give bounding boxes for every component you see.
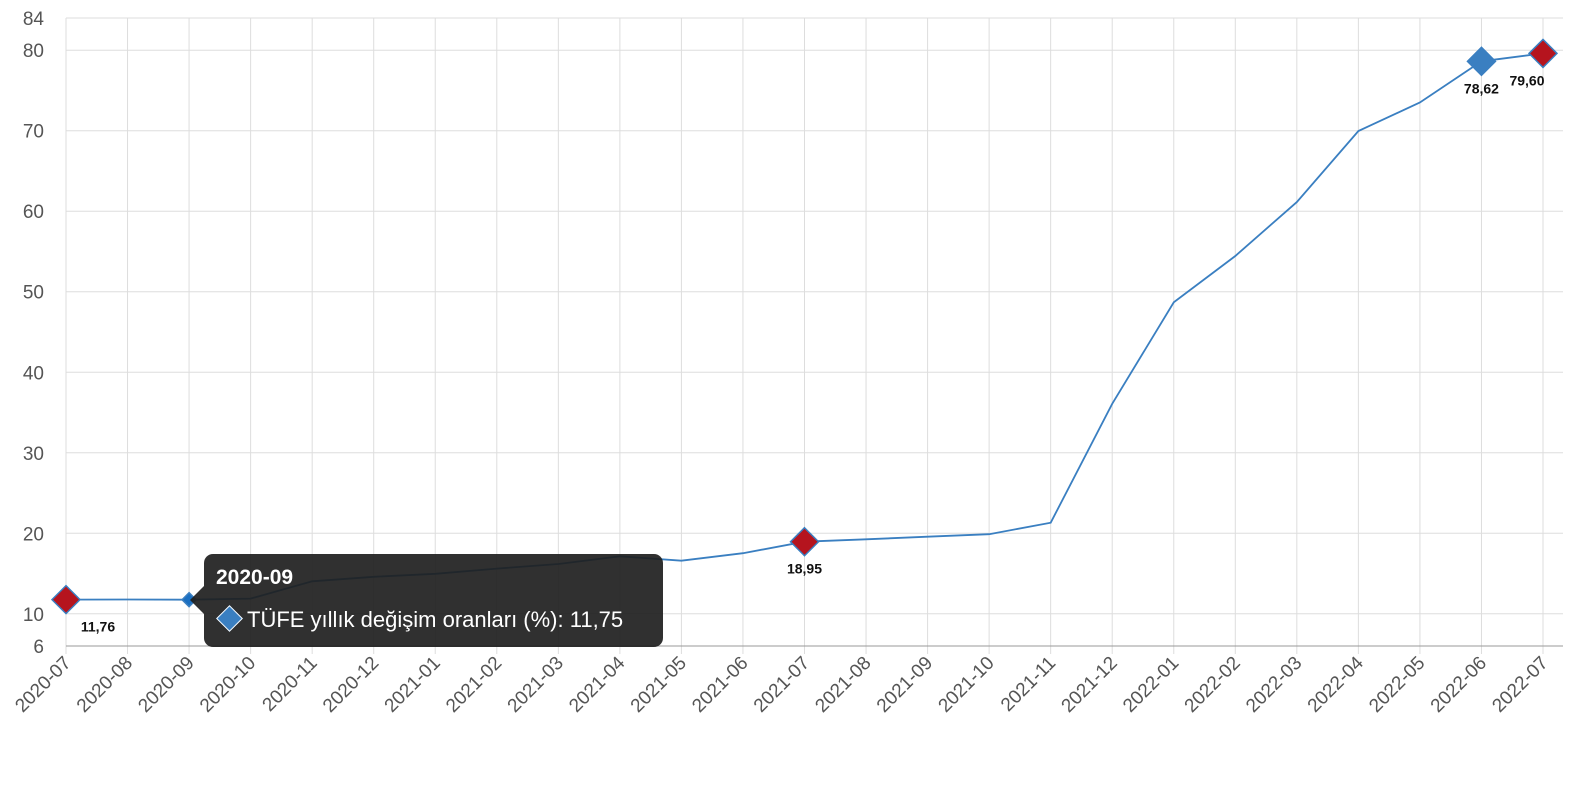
data-label-2022-06: 78,62 (1464, 80, 1499, 96)
data-label-2021-07: 18,95 (787, 561, 822, 577)
y-tick-label: 20 (23, 524, 44, 545)
y-axis-tick-labels: 6 10 20 30 40 50 60 70 80 84 (23, 9, 45, 658)
y-tick-label: 50 (23, 283, 44, 304)
horizontal-gridlines (66, 17, 1563, 647)
x-tick-label: 2020-09 (134, 653, 198, 717)
x-tick-label: 2021-02 (442, 653, 506, 717)
x-tick-label: 2021-09 (873, 653, 937, 717)
x-tick-label: 2021-03 (504, 653, 568, 717)
x-tick-label: 2021-06 (688, 653, 752, 717)
x-tick-label: 2022-01 (1119, 653, 1183, 717)
x-tick-label: 2020-12 (319, 653, 383, 717)
x-tick-label: 2022-02 (1181, 653, 1245, 717)
x-tick-label: 2021-01 (381, 653, 445, 717)
vertical-gridlines (65, 18, 1544, 654)
highlight-markers[interactable] (50, 38, 1559, 615)
x-axis-tick-labels: 2020-072020-082020-092020-102020-112020-… (11, 652, 1552, 716)
tooltip: 2020-09 TÜFE yıllık değişim oranları (%)… (190, 554, 663, 647)
x-tick-label: 2021-11 (997, 653, 1060, 716)
x-tick-label: 2021-10 (935, 653, 999, 717)
y-tick-label: 70 (23, 122, 44, 143)
x-tick-label: 2022-06 (1427, 653, 1491, 717)
y-tick-label: 40 (23, 363, 44, 384)
y-tick-label: 84 (23, 9, 45, 30)
y-tick-label: 10 (23, 605, 44, 626)
marker-2022-07[interactable] (1527, 38, 1559, 69)
y-tick-label: 6 (33, 637, 44, 658)
tooltip-title: 2020-09 (216, 566, 294, 589)
tooltip-series-row: TÜFE yıllık değişim oranları (%): 11,75 (216, 605, 624, 633)
x-tick-label: 2022-03 (1242, 653, 1306, 717)
x-tick-label: 2020-10 (196, 653, 260, 717)
x-tick-label: 2021-05 (627, 653, 691, 717)
diamond-icon (216, 605, 243, 632)
x-tick-label: 2022-07 (1488, 653, 1552, 717)
data-label-2022-07: 79,60 (1509, 72, 1544, 88)
x-tick-label: 2020-08 (73, 653, 137, 717)
tooltip-series-label: TÜFE yıllık değişim oranları (%): 11,75 (247, 607, 624, 632)
marker-2020-07[interactable] (50, 584, 82, 615)
marker-2022-06[interactable] (1466, 46, 1497, 77)
x-tick-label: 2021-08 (811, 653, 875, 717)
y-tick-label: 30 (23, 444, 44, 465)
marker-2021-07[interactable] (789, 526, 820, 557)
x-tick-label: 2021-04 (565, 652, 629, 716)
x-tick-label: 2021-12 (1058, 653, 1122, 717)
data-label-2020-07: 11,76 (81, 619, 115, 635)
data-labels: 11,76 18,95 78,62 79,60 (81, 72, 1545, 634)
x-tick-label: 2022-04 (1304, 652, 1368, 716)
x-tick-label: 2022-05 (1365, 653, 1429, 717)
y-tick-label: 80 (23, 41, 44, 62)
x-tick-label: 2020-11 (259, 653, 322, 716)
y-tick-label: 60 (23, 202, 44, 223)
x-tick-label: 2021-07 (750, 653, 814, 717)
x-tick-label: 2020-07 (11, 653, 75, 717)
